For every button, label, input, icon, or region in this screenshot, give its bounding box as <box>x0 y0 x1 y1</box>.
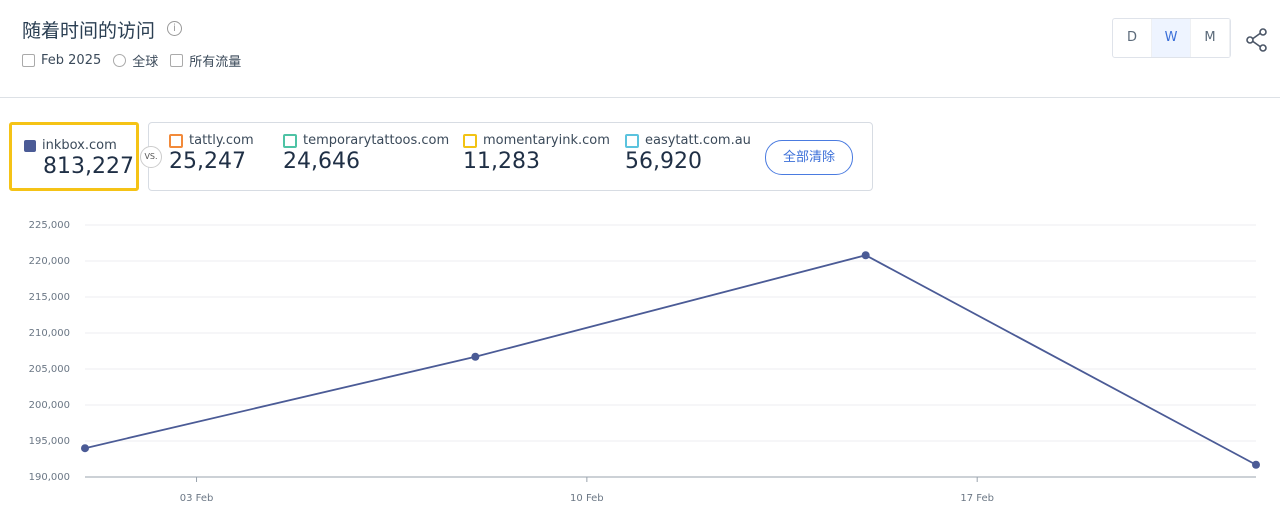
site-label: momentaryink.com <box>463 133 610 148</box>
site-label: temporarytattoos.com <box>283 133 449 148</box>
granularity-button[interactable]: M <box>1191 19 1230 57</box>
y-tick-label: 205,000 <box>29 364 70 375</box>
title: 随着时间的访问 <box>22 20 156 42</box>
checkbox[interactable] <box>283 133 297 148</box>
vs: VS. <box>140 146 162 168</box>
y-tick-label: 200,000 <box>29 400 70 411</box>
checkbox[interactable] <box>625 133 639 148</box>
site-total: 24,646 <box>283 149 360 174</box>
x-tick-label: 03 Feb <box>180 493 214 504</box>
y-tick-label: 220,000 <box>29 256 70 267</box>
site-total: 25,247 <box>169 149 246 174</box>
site-total: 11,283 <box>463 149 540 174</box>
competitors: tattly.com 25,247 temporarytattoos.com 24,6… <box>148 122 873 191</box>
x-tick-label: 10 Feb <box>570 493 604 504</box>
x-tick-label: 17 Feb <box>960 493 994 504</box>
competitor-site[interactable]: tattly.com 25,247 <box>169 133 254 174</box>
data-point <box>1252 460 1260 469</box>
granularity-button[interactable]: W <box>1152 19 1191 57</box>
y-tick-label: 190,000 <box>29 472 70 483</box>
site-label: tattly.com <box>169 133 254 148</box>
site-name: momentaryink.com <box>483 133 610 148</box>
y-tick-label: 195,000 <box>29 436 70 447</box>
data-point <box>471 352 480 361</box>
y-tick-label: 215,000 <box>29 292 70 303</box>
primary-site[interactable]: inkbox.com 813,227 <box>9 122 139 191</box>
site-name: inkbox.com <box>42 138 117 153</box>
traffic[interactable]: 所有流量 <box>189 55 242 70</box>
calendar-icon <box>22 54 35 67</box>
checkbox[interactable] <box>169 133 183 148</box>
region[interactable]: 全球 <box>132 55 159 70</box>
checkbox[interactable] <box>24 139 36 152</box>
y-tick-label: 210,000 <box>29 328 70 339</box>
chart: 190,000 195,000 200,000 205,000 210,000 215,0… <box>29 220 1260 504</box>
competitor-site[interactable]: easytatt.com.au 56,920 <box>625 133 751 174</box>
series-line <box>84 254 1257 466</box>
competitor-site[interactable]: temporarytattoos.com 24,646 <box>283 133 449 174</box>
site-label: easytatt.com.au <box>625 133 751 148</box>
checkbox[interactable] <box>463 133 477 148</box>
granularity-button[interactable]: D <box>1113 19 1152 57</box>
share-icon[interactable] <box>1245 28 1269 52</box>
filters: Feb 2025 全球 所有流量 <box>22 51 241 70</box>
info-icon[interactable]: i <box>167 21 182 36</box>
site-name: temporarytattoos.com <box>303 133 450 148</box>
site-total: 813,227 <box>43 154 134 179</box>
site-name: tattly.com <box>189 133 254 148</box>
globe-icon <box>113 54 127 67</box>
divider <box>0 97 1280 98</box>
traffic-icon <box>170 54 184 67</box>
y-tick-label: 225,000 <box>29 220 70 231</box>
competitor-site[interactable]: momentaryink.com 11,283 <box>463 133 610 174</box>
date[interactable]: Feb 2025 <box>41 53 102 68</box>
data-point <box>81 444 89 453</box>
site-total: 56,920 <box>625 149 702 174</box>
clear-button[interactable]: 全部清除 <box>765 140 853 175</box>
site-name: easytatt.com.au <box>645 133 751 148</box>
data-point <box>861 251 870 260</box>
